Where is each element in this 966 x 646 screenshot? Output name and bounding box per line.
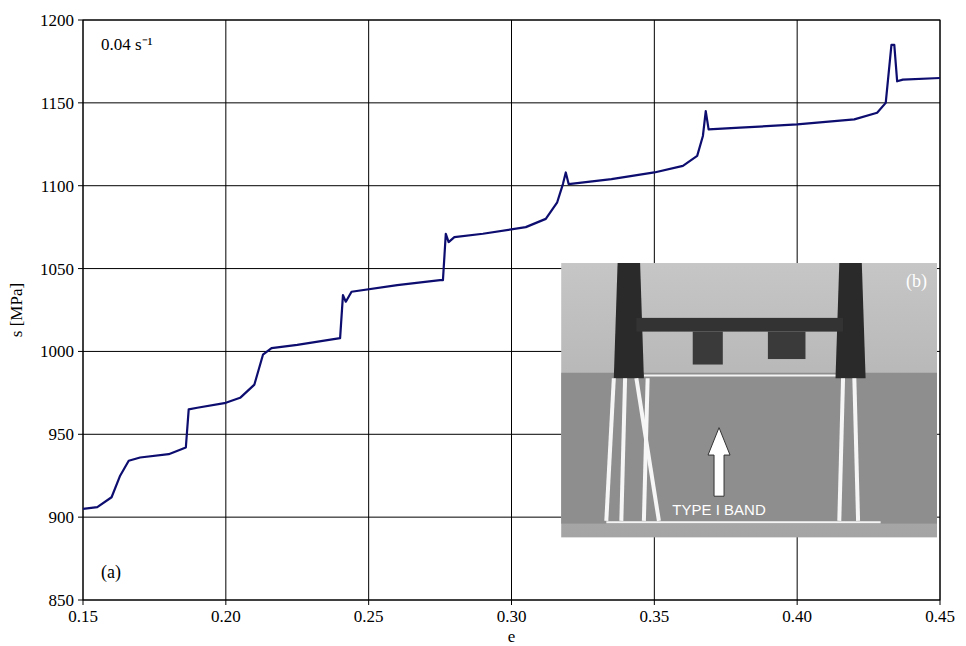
tick-label-y: 1000 [40,342,74,361]
grid-line-x [225,20,226,600]
tick-label-y: 950 [49,425,75,444]
tick-label-x: 0.20 [211,607,241,626]
specimen-edge [606,521,880,523]
tick-label-y: 850 [49,591,75,610]
tick-label-x: 0.40 [782,607,812,626]
chart: 0.150.200.250.300.350.400.45850900950100… [0,0,966,646]
tick-x [83,600,84,605]
tick-label-y: 1150 [41,94,74,113]
specimen-edge [644,374,843,376]
fixture [636,318,843,332]
tick-y [78,434,83,435]
grid-line-x [511,20,512,600]
panel-label: (a) [101,562,121,583]
tick-label-y: 1050 [40,260,74,279]
rubber-band [606,378,614,521]
tick-x [225,600,226,605]
inset-photo: TYPE I BAND (b) [561,263,937,537]
arrow [708,428,730,497]
inset-label: (b) [906,271,927,292]
rubber-band [621,378,625,521]
tick-y [78,268,83,269]
tick-y [78,102,83,103]
tick-y [78,185,83,186]
tick-label-x: 0.25 [354,607,384,626]
rubber-band [636,378,659,521]
tick-y [78,20,83,21]
grid-line-x [368,20,369,600]
plot-area [83,20,940,600]
tick-y [78,351,83,352]
tick-label-x: 0.35 [639,607,669,626]
tick-label-y: 1100 [41,177,74,196]
fixture [693,332,723,365]
tick-label-y: 1200 [40,11,74,30]
strain-rate-label: 0.04 s⁻¹ [101,35,153,54]
y-axis-title: s [MPa] [7,283,26,337]
plot-frame [83,20,940,600]
tick-x [368,600,369,605]
specimen [561,373,937,524]
grid-line-y [83,185,940,186]
tick-x [654,600,655,605]
rubber-band [839,378,843,521]
rubber-band [854,378,858,521]
tick-x [511,600,512,605]
tick-x [940,600,941,605]
rubber-band [644,378,648,521]
tick-label-x: 0.30 [497,607,527,626]
inset-caption: TYPE I BAND [672,501,766,518]
tick-x [797,600,798,605]
fixture [768,332,806,359]
x-axis-title: e [508,627,516,646]
tick-y [78,517,83,518]
tick-label-y: 900 [49,508,75,527]
inset-background [561,263,937,537]
tick-y [78,600,83,601]
tick-label-x: 0.45 [925,607,955,626]
grid-line-y [83,102,940,103]
